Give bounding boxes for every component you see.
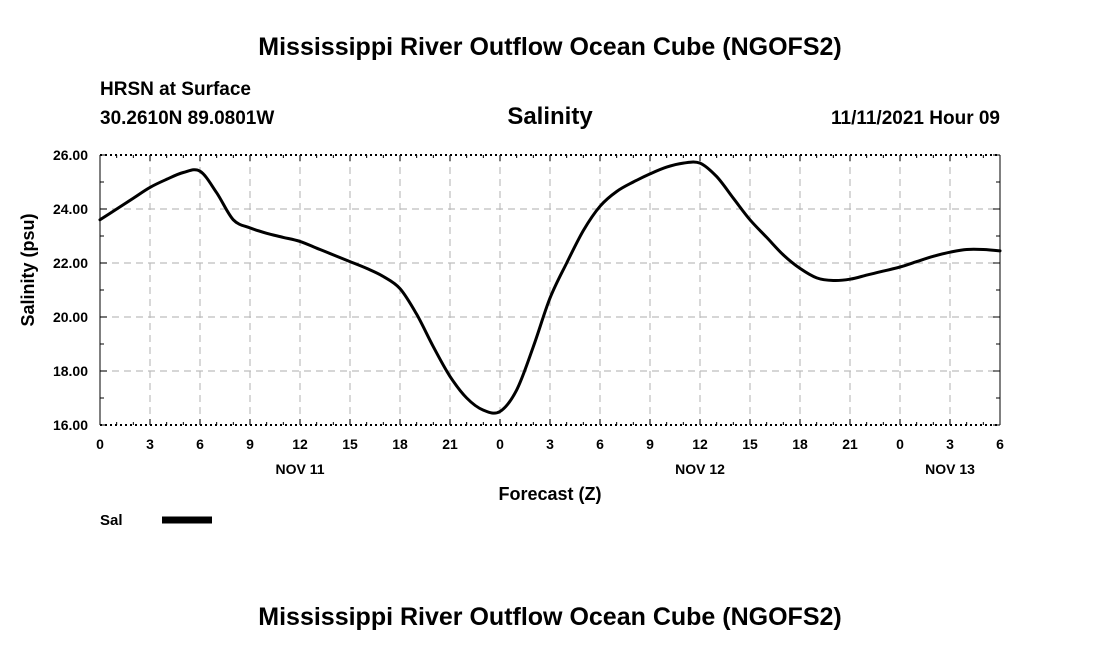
x-tick-label: 21 (442, 436, 458, 452)
x-tick-label: 6 (196, 436, 204, 452)
x-tick-label: 15 (342, 436, 358, 452)
date-label: NOV 11 (275, 461, 324, 477)
x-tick-label: 3 (146, 436, 154, 452)
station-label: HRSN at Surface (100, 79, 251, 100)
x-tick-label: 0 (96, 436, 104, 452)
x-tick-label: 12 (292, 436, 308, 452)
chart-main-title: Mississippi River Outflow Ocean Cube (NG… (258, 33, 841, 61)
plot-axes: 0 3 6 9 12 15 18 21 0 3 6 9 12 15 18 21 0 3 6 16.00 18.00 20.… (53, 147, 1004, 477)
x-tick-label: 15 (742, 436, 758, 452)
x-tick-label: 9 (646, 436, 654, 452)
x-tick-label: 0 (496, 436, 504, 452)
x-tick-label: 12 (692, 436, 708, 452)
legend: Sal (100, 512, 212, 529)
y-tick-label: 22.00 (53, 255, 88, 271)
y-tick-label: 20.00 (53, 309, 88, 325)
x-tick-label: 0 (896, 436, 904, 452)
forecast-timestamp: 11/11/2021 Hour 09 (831, 108, 1000, 129)
series-line-sal (98, 160, 1002, 415)
x-tick-label: 18 (392, 436, 408, 452)
x-tick-label: 6 (996, 436, 1004, 452)
y-tick-label: 26.00 (53, 147, 88, 163)
date-label: NOV 13 (925, 461, 975, 477)
x-tick-label: 18 (792, 436, 808, 452)
x-tick-label: 6 (596, 436, 604, 452)
x-tick-label: 3 (946, 436, 954, 452)
series-layer (98, 160, 1002, 415)
grid-lines (100, 155, 1000, 425)
y-tick-label: 24.00 (53, 201, 88, 217)
x-tick-label: 3 (546, 436, 554, 452)
footer-title: Mississippi River Outflow Ocean Cube (NG… (258, 603, 841, 631)
y-axis-label: Salinity (psu) (18, 213, 38, 326)
station-coordinates: 30.2610N 89.0801W (100, 108, 274, 129)
y-tick-label: 16.00 (53, 417, 88, 433)
y-tick-label: 18.00 (53, 363, 88, 379)
x-tick-label: 21 (842, 436, 858, 452)
x-axis-label: Forecast (Z) (498, 484, 601, 504)
date-label: NOV 12 (675, 461, 725, 477)
legend-label: Sal (100, 512, 123, 529)
variable-title: Salinity (507, 103, 593, 130)
x-tick-label: 9 (246, 436, 254, 452)
